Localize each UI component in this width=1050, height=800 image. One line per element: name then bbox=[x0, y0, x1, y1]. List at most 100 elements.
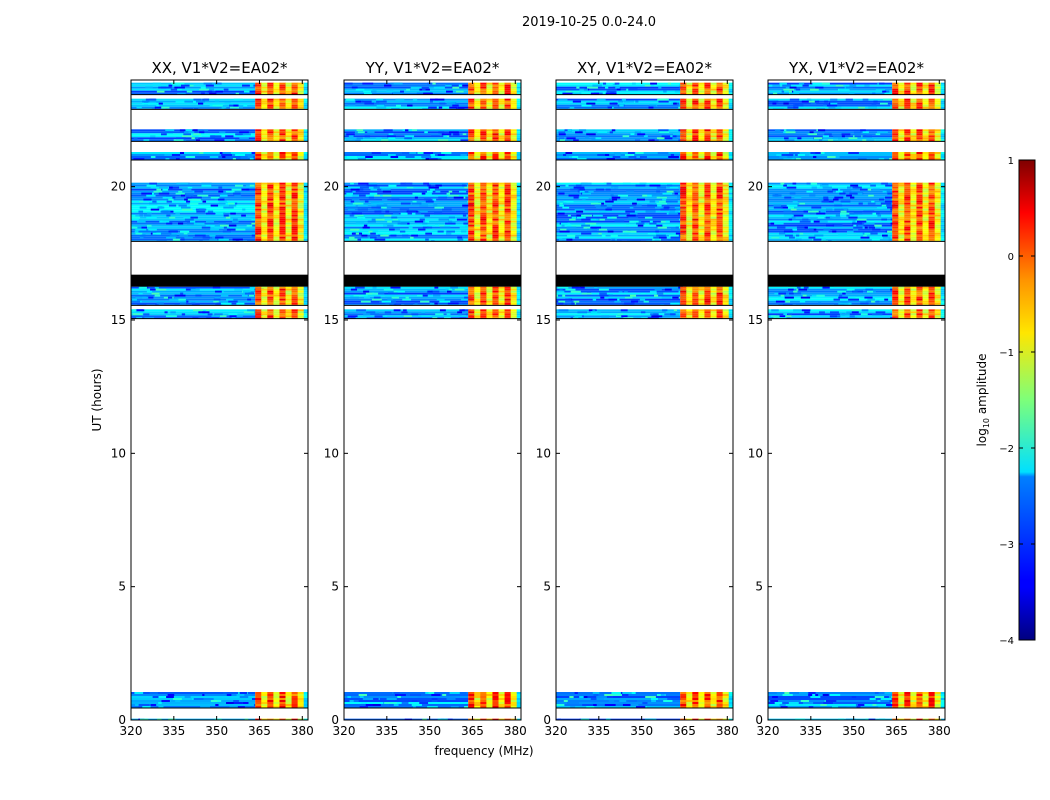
heatmap-rfi-cell bbox=[910, 208, 917, 211]
heatmap-rfi-cell bbox=[692, 218, 699, 221]
heatmap-rfi-cell bbox=[474, 234, 481, 237]
heatmap-rfi-cell bbox=[267, 218, 274, 221]
heatmap-cell bbox=[439, 300, 451, 303]
heatmap-cell bbox=[645, 718, 654, 720]
heatmap-rfi-cell bbox=[273, 236, 280, 239]
heatmap-rfi-cell bbox=[468, 311, 475, 314]
heatmap-rfi-cell bbox=[922, 204, 930, 207]
heatmap-cell bbox=[427, 184, 431, 187]
heatmap-rfi-cell bbox=[934, 692, 942, 694]
heatmap-cell bbox=[639, 298, 646, 301]
heatmap-rfi-cell bbox=[267, 234, 274, 237]
heatmap-cell bbox=[349, 700, 356, 702]
heatmap-cell bbox=[151, 292, 160, 295]
heatmap-cell bbox=[599, 218, 605, 221]
heatmap-rfi-cell bbox=[710, 309, 718, 312]
heatmap-cell bbox=[610, 234, 618, 237]
heatmap-rfi-cell bbox=[934, 294, 942, 297]
heatmap-rfi-cell bbox=[474, 90, 481, 93]
heatmap-rfi-cell bbox=[279, 100, 287, 103]
heatmap-cell bbox=[813, 238, 822, 241]
heatmap-rfi-cell bbox=[916, 131, 924, 134]
heatmap-rfi-cell bbox=[722, 300, 730, 303]
heatmap-cell bbox=[810, 152, 817, 154]
heatmap-row bbox=[344, 104, 469, 107]
heatmap-rfi-cell bbox=[498, 226, 506, 229]
heatmap-rfi-cell bbox=[916, 216, 924, 219]
heatmap-cell bbox=[447, 290, 452, 293]
heatmap-rfi-cell bbox=[910, 315, 917, 318]
heatmap-rfi-cell bbox=[255, 98, 262, 101]
heatmap-row bbox=[768, 86, 893, 89]
heatmap-cell bbox=[800, 700, 809, 702]
heatmap-rfi-cell bbox=[273, 190, 280, 193]
heatmap-cell bbox=[775, 300, 785, 303]
heatmap-cell bbox=[150, 192, 154, 195]
heatmap-rfi-cell bbox=[279, 222, 287, 225]
heatmap-rfi-cell bbox=[297, 309, 305, 312]
heatmap-rfi-cell bbox=[267, 210, 274, 213]
heatmap-cell bbox=[401, 311, 408, 314]
heatmap-rfi-cell bbox=[492, 692, 500, 694]
heatmap-cell bbox=[139, 230, 150, 233]
heatmap-cell bbox=[643, 300, 649, 303]
heatmap-rfi-cell bbox=[486, 206, 493, 209]
heatmap-cell bbox=[877, 214, 882, 217]
y-tick-label: 15 bbox=[111, 313, 126, 327]
heatmap-rfi-cell bbox=[892, 98, 899, 101]
heatmap-cell bbox=[940, 300, 945, 303]
heatmap-rfi-cell bbox=[686, 302, 693, 305]
heatmap-rfi-cell bbox=[916, 92, 924, 95]
heatmap-rfi-cell bbox=[904, 216, 911, 219]
heatmap-cell bbox=[203, 129, 209, 132]
heatmap-cell bbox=[840, 200, 851, 203]
heatmap-row bbox=[768, 298, 893, 301]
heatmap-cell bbox=[419, 702, 429, 704]
heatmap-rfi-cell bbox=[279, 702, 287, 704]
heatmap-cell bbox=[820, 210, 826, 213]
heatmap-cell bbox=[857, 158, 867, 160]
heatmap-cell bbox=[395, 98, 405, 101]
heatmap-cell bbox=[940, 188, 945, 191]
heatmap-cell bbox=[559, 139, 565, 142]
heatmap-rfi-cell bbox=[716, 198, 724, 201]
heatmap-rfi-cell bbox=[273, 302, 280, 305]
heatmap-rfi-cell bbox=[922, 152, 930, 154]
heatmap-rfi-cell bbox=[510, 137, 518, 140]
heatmap-cell bbox=[619, 104, 624, 107]
heatmap-cell bbox=[624, 290, 628, 293]
heatmap-cell bbox=[614, 82, 620, 85]
heatmap-cell bbox=[195, 294, 202, 297]
heatmap-rfi-cell bbox=[898, 158, 905, 160]
heatmap-rfi-cell bbox=[910, 200, 917, 203]
heatmap-rfi-cell bbox=[492, 700, 500, 702]
heatmap-cell bbox=[175, 700, 181, 702]
heatmap-rfi-cell bbox=[255, 696, 262, 698]
heatmap-rfi-cell bbox=[279, 288, 287, 291]
heatmap-rfi-cell bbox=[722, 214, 730, 217]
heatmap-rfi-cell bbox=[710, 315, 718, 318]
heatmap-cell bbox=[446, 232, 452, 235]
heatmap-rfi-cell bbox=[480, 182, 487, 185]
heatmap-rfi-cell bbox=[686, 212, 693, 215]
heatmap-rfi-cell bbox=[498, 100, 506, 103]
heatmap-rfi-cell bbox=[504, 137, 512, 140]
heatmap-rfi-cell bbox=[928, 90, 936, 93]
heatmap-rfi-cell bbox=[297, 238, 305, 241]
heatmap-rfi-cell bbox=[279, 218, 287, 221]
heatmap-cell bbox=[241, 294, 248, 297]
heatmap-rfi-cell bbox=[285, 218, 293, 221]
heatmap-cell bbox=[654, 238, 660, 241]
heatmap-rfi-cell bbox=[498, 204, 506, 207]
heatmap-cell bbox=[143, 198, 152, 201]
heatmap-rfi-cell bbox=[492, 694, 500, 696]
heatmap-cell bbox=[810, 696, 821, 698]
heatmap-cell bbox=[577, 158, 587, 160]
heatmap-rfi-cell bbox=[692, 98, 699, 101]
heatmap-cell bbox=[355, 317, 367, 319]
heatmap-cell bbox=[853, 226, 863, 229]
heatmap-rfi-cell bbox=[468, 154, 475, 156]
heatmap-cell bbox=[669, 186, 679, 189]
heatmap-cell bbox=[200, 86, 206, 89]
heatmap-cell bbox=[429, 302, 435, 305]
